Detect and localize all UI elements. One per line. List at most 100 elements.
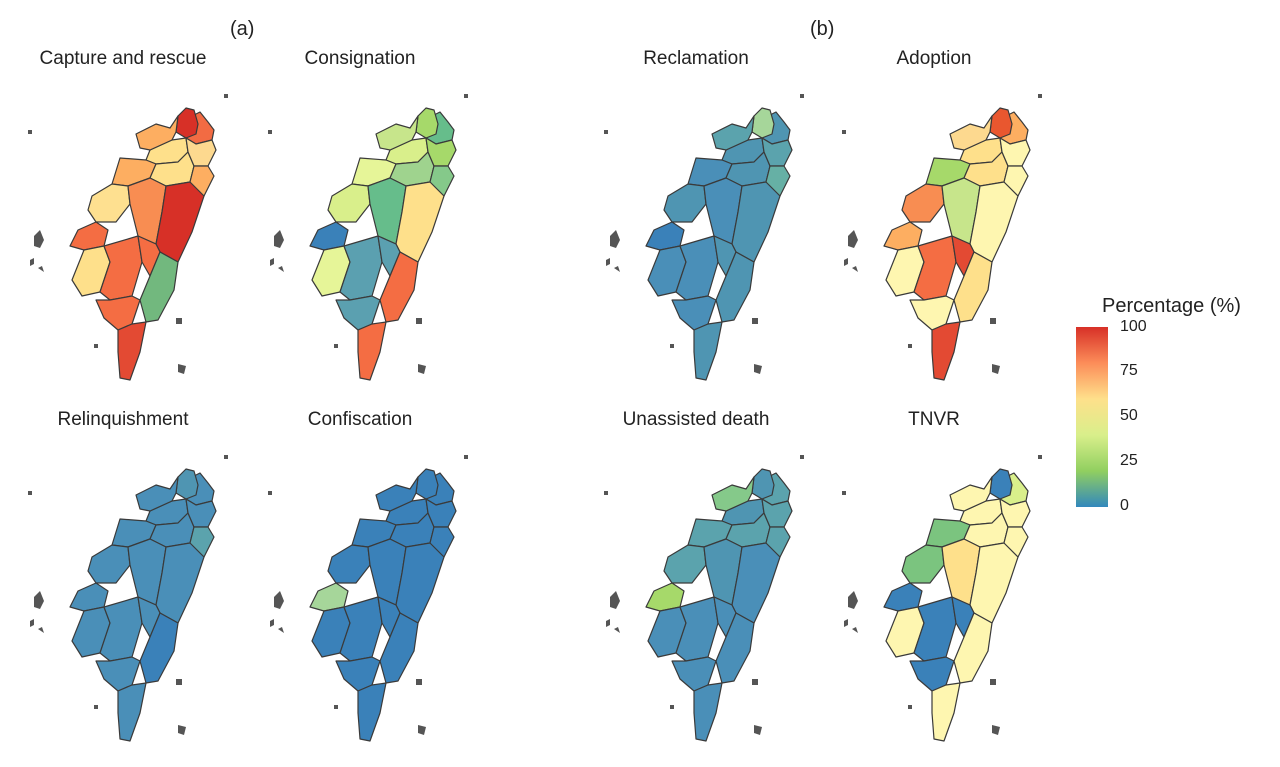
islet [800, 94, 804, 98]
islet [610, 591, 620, 609]
county-region [335, 295, 381, 331]
county-region [357, 321, 387, 381]
county-region [95, 295, 141, 331]
county-region [953, 251, 993, 323]
map-title-adoption: Adoption [896, 48, 972, 69]
county-map [842, 94, 1042, 381]
county-region [715, 251, 755, 323]
islet [418, 364, 426, 374]
islet [416, 318, 422, 324]
islet [178, 725, 186, 735]
county-map [268, 455, 468, 742]
county-region [953, 612, 993, 684]
county-region [931, 682, 961, 742]
islet [614, 627, 620, 633]
islet [34, 591, 44, 609]
islet [38, 627, 44, 633]
county-region [989, 107, 1013, 139]
islet [94, 705, 98, 709]
islet [1038, 455, 1042, 459]
islet [852, 266, 858, 272]
county-region [901, 544, 945, 584]
county-region [87, 544, 131, 584]
county-region [901, 183, 945, 223]
county-region [663, 183, 707, 223]
county-map [842, 455, 1042, 742]
islet [848, 230, 858, 248]
islet [670, 705, 674, 709]
county-region [379, 251, 419, 323]
islet [178, 364, 186, 374]
islet [992, 725, 1000, 735]
islet [224, 455, 228, 459]
islet [28, 491, 32, 495]
county-region [931, 321, 961, 381]
map-title-unassisted-death: Unassisted death [622, 409, 770, 430]
islet [990, 679, 996, 685]
county-region [425, 137, 457, 167]
islet [614, 266, 620, 272]
islet [844, 619, 848, 627]
islet [224, 94, 228, 98]
islet [754, 364, 762, 374]
county-region [989, 468, 1013, 500]
county-region [375, 115, 419, 151]
islet [334, 344, 338, 348]
county-region [139, 612, 179, 684]
islet [278, 627, 284, 633]
county-region [327, 183, 371, 223]
map-title-relinquishment: Relinquishment [57, 409, 189, 430]
county-region [999, 498, 1031, 528]
county-region [415, 468, 439, 500]
county-region [949, 115, 993, 151]
county-region [379, 612, 419, 684]
county-region [327, 544, 371, 584]
islet [842, 491, 846, 495]
islet [752, 679, 758, 685]
map-title-tnvr: TNVR [908, 409, 960, 430]
islet [278, 266, 284, 272]
islet [908, 344, 912, 348]
county-region [117, 321, 147, 381]
county-region [751, 468, 775, 500]
county-map [604, 455, 804, 742]
county-region [335, 656, 381, 692]
map-title-consignation: Consignation [304, 48, 416, 69]
islet [176, 318, 182, 324]
county-region [751, 107, 775, 139]
islet [268, 491, 272, 495]
county-region [711, 476, 755, 512]
county-region [95, 656, 141, 692]
county-region [715, 612, 755, 684]
islet [990, 318, 996, 324]
county-region [357, 682, 387, 742]
county-region [671, 295, 717, 331]
county-region [185, 137, 217, 167]
county-region [175, 468, 199, 500]
islet [852, 627, 858, 633]
legend-tick: 25 [1120, 452, 1138, 469]
islet [334, 705, 338, 709]
county-region [909, 295, 955, 331]
islet [670, 344, 674, 348]
county-region [671, 656, 717, 692]
islet [38, 266, 44, 272]
islet [908, 705, 912, 709]
legend-title: Percentage (%) [1102, 295, 1241, 317]
county-region [761, 137, 793, 167]
legend-tick: 0 [1120, 497, 1129, 514]
islet [274, 591, 284, 609]
islet [844, 258, 848, 266]
county-region [909, 656, 955, 692]
islet [176, 679, 182, 685]
county-region [425, 498, 457, 528]
legend-tick: 100 [1120, 318, 1147, 335]
legend-tick: 50 [1120, 407, 1138, 424]
map-title-reclamation: Reclamation [643, 48, 749, 69]
county-map [28, 94, 228, 381]
islet [800, 455, 804, 459]
islet [28, 130, 32, 134]
islet [270, 619, 274, 627]
county-region [185, 498, 217, 528]
county-region [711, 115, 755, 151]
